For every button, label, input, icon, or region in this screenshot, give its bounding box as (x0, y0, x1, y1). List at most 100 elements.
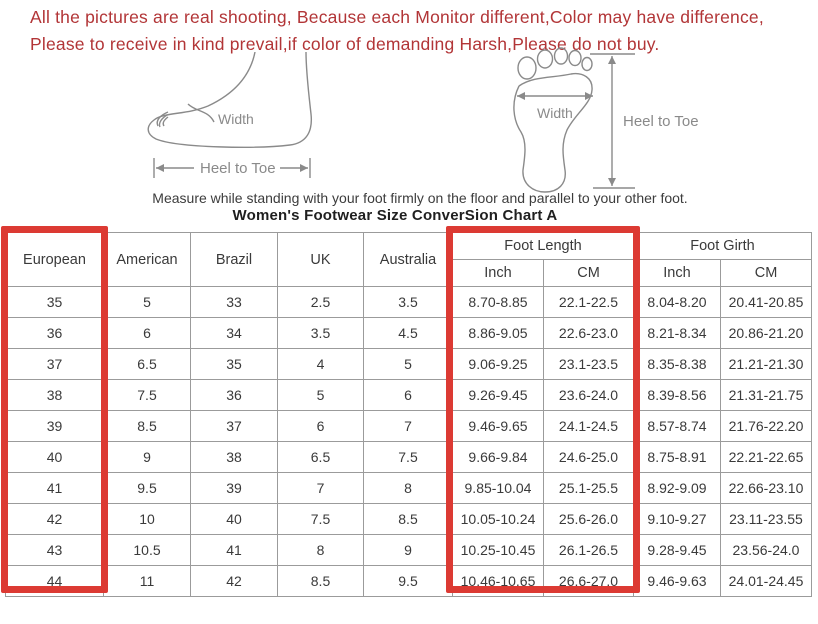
table-cell: 38 (5, 379, 104, 411)
foot-side-view-diagram: Width Heel to Toe (138, 51, 348, 197)
subheader-foot-girth-cm: CM (720, 259, 812, 287)
table-cell: 8.35-8.38 (633, 348, 721, 380)
table-cell: 35 (190, 348, 278, 380)
table-cell: 9 (103, 441, 191, 473)
table-cell: 8.5 (363, 503, 453, 535)
table-cell: 7.5 (277, 503, 364, 535)
table-cell: 21.21-21.30 (720, 348, 812, 380)
table-row: 43 10.5 41 8 9 10.25-10.45 26.1-26.5 9.28-9.45 2… (5, 534, 812, 566)
table-cell: 23.11-23.55 (720, 503, 812, 535)
table-cell: 22.21-22.65 (720, 441, 812, 473)
table-cell: 7 (277, 472, 364, 504)
table-cell: 4 (277, 348, 364, 380)
table-cell: 22.6-23.0 (543, 317, 634, 349)
table-row: 36 6 34 3.5 4.5 8.86-9.05 22.6-23.0 8.21-8.34 20… (5, 317, 812, 349)
table-cell: 23.56-24.0 (720, 534, 812, 566)
table-cell: 22.1-22.5 (543, 286, 634, 318)
table-cell: 36 (190, 379, 278, 411)
table-cell: 44 (5, 565, 104, 597)
table-cell: 7 (363, 410, 453, 442)
table-cell: 10.25-10.45 (452, 534, 544, 566)
table-cell: 21.31-21.75 (720, 379, 812, 411)
table-cell: 8.39-8.56 (633, 379, 721, 411)
table-cell: 21.76-22.20 (720, 410, 812, 442)
top-width-label: Width (537, 105, 573, 121)
table-cell: 8.86-9.05 (452, 317, 544, 349)
col-header-australia: Australia (363, 232, 453, 287)
table-cell: 39 (190, 472, 278, 504)
foot-side-view-icon: Width Heel to Toe (147, 51, 313, 178)
table-cell: 5 (277, 379, 364, 411)
table-cell: 6 (103, 317, 191, 349)
table-cell: 41 (5, 472, 104, 504)
table-cell: 10 (103, 503, 191, 535)
table-row: 37 6.5 35 4 5 9.06-9.25 23.1-23.5 8.35-8.38 21.2… (5, 348, 812, 380)
table-cell: 8 (277, 534, 364, 566)
table-cell: 8 (363, 472, 453, 504)
table-cell: 8.5 (277, 565, 364, 597)
table-cell: 2.5 (277, 286, 364, 318)
measure-instruction: Measure while standing with your foot fi… (152, 190, 688, 206)
table-cell: 9.66-9.84 (452, 441, 544, 473)
table-cell: 9.10-9.27 (633, 503, 721, 535)
foot-top-view-diagram: Width Heel to Toe (495, 46, 725, 201)
table-cell: 26.6-27.0 (543, 565, 634, 597)
table-cell: 37 (5, 348, 104, 380)
table-cell: 26.1-26.5 (543, 534, 634, 566)
table-cell: 40 (190, 503, 278, 535)
subheader-foot-length-inch: Inch (452, 259, 544, 287)
col-header-uk: UK (277, 232, 364, 287)
table-cell: 38 (190, 441, 278, 473)
warning-line-1: All the pictures are real shooting, Beca… (30, 7, 764, 27)
group-header-foot-girth: Foot Girth (633, 232, 812, 260)
table-cell: 24.6-25.0 (543, 441, 634, 473)
table-cell: 39 (5, 410, 104, 442)
table-cell: 8.57-8.74 (633, 410, 721, 442)
table-cell: 22.66-23.10 (720, 472, 812, 504)
group-header-foot-length: Foot Length (452, 232, 634, 260)
table-cell: 9.28-9.45 (633, 534, 721, 566)
table-cell: 3.5 (277, 317, 364, 349)
table-cell: 8.21-8.34 (633, 317, 721, 349)
subheader-foot-girth-inch: Inch (633, 259, 721, 287)
table-cell: 25.1-25.5 (543, 472, 634, 504)
table-cell: 9 (363, 534, 453, 566)
side-width-label: Width (218, 111, 254, 127)
page-title: Women's Footwear Size ConverSion Chart A (232, 207, 558, 224)
warning-notice: All the pictures are real shooting, Beca… (30, 4, 810, 58)
table-cell: 6 (363, 379, 453, 411)
table-cell: 24.01-24.45 (720, 565, 812, 597)
top-heel-to-toe-label: Heel to Toe (623, 113, 699, 130)
table-cell: 35 (5, 286, 104, 318)
table-cell: 7.5 (363, 441, 453, 473)
warning-line-2: Please to receive in kind prevail,if col… (30, 34, 660, 54)
table-cell: 9.5 (103, 472, 191, 504)
table-cell: 6.5 (277, 441, 364, 473)
table-cell: 6 (277, 410, 364, 442)
table-row: 38 7.5 36 5 6 9.26-9.45 23.6-24.0 8.39-8.56 21.3… (5, 379, 812, 411)
table-cell: 34 (190, 317, 278, 349)
table-cell: 24.1-24.5 (543, 410, 634, 442)
table-cell: 20.41-20.85 (720, 286, 812, 318)
table-cell: 41 (190, 534, 278, 566)
size-conversion-table: European American Brazil UK Australia Fo… (5, 232, 812, 597)
table-row: 44 11 42 8.5 9.5 10.46-10.65 26.6-27.0 9.46-9.6… (5, 565, 812, 597)
table-cell: 25.6-26.0 (543, 503, 634, 535)
table-cell: 8.92-9.09 (633, 472, 721, 504)
table-cell: 36 (5, 317, 104, 349)
table-cell: 10.5 (103, 534, 191, 566)
table-cell: 5 (103, 286, 191, 318)
table-row: 39 8.5 37 6 7 9.46-9.65 24.1-24.5 8.57-8.74 21.7… (5, 410, 812, 442)
col-header-european: European (5, 232, 104, 287)
col-header-brazil: Brazil (190, 232, 278, 287)
table-cell: 43 (5, 534, 104, 566)
table-cell: 10.46-10.65 (452, 565, 544, 597)
table-cell: 9.06-9.25 (452, 348, 544, 380)
table-cell: 8.70-8.85 (452, 286, 544, 318)
table-row: 40 9 38 6.5 7.5 9.66-9.84 24.6-25.0 8.75-8.91 22… (5, 441, 812, 473)
table-cell: 9.26-9.45 (452, 379, 544, 411)
table-cell: 10.05-10.24 (452, 503, 544, 535)
table-cell: 11 (103, 565, 191, 597)
table-cell: 23.6-24.0 (543, 379, 634, 411)
table-cell: 4.5 (363, 317, 453, 349)
